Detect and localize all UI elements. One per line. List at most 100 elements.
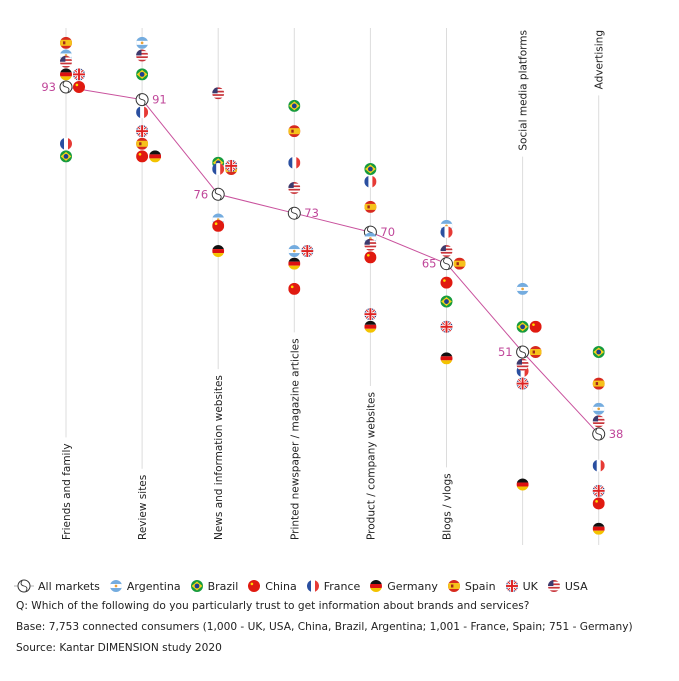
marker-uk — [440, 320, 453, 333]
marker-all — [59, 80, 73, 94]
marker-brazil — [288, 99, 301, 112]
question-note: Q: Which of the following do you particu… — [16, 600, 530, 612]
legend-label: France — [323, 579, 361, 593]
marker-spain — [529, 346, 542, 359]
marker-brazil — [60, 150, 72, 163]
marker-germany — [516, 478, 529, 491]
marker-france — [60, 137, 72, 150]
legend-label: UK — [522, 579, 538, 593]
marker-germany — [364, 320, 377, 333]
category-label: Friends and family — [61, 443, 73, 540]
marker-france — [136, 106, 149, 119]
marker-spain — [592, 377, 605, 390]
category-label: Review sites — [137, 475, 149, 540]
all-markets-value-label: 76 — [194, 187, 209, 201]
legend-item-france: France — [306, 579, 361, 593]
legend-item-uk: UK — [505, 579, 538, 593]
marker-all — [287, 206, 301, 220]
marker-usa — [136, 49, 149, 62]
marker-uk — [592, 484, 605, 497]
all-markets-value-label: 38 — [609, 427, 624, 441]
usa-flag-icon — [547, 580, 560, 592]
marker-germany — [288, 257, 301, 270]
marker-uk — [73, 68, 85, 81]
marker-usa — [212, 87, 225, 100]
brazil-flag-icon — [190, 580, 203, 592]
legend-item-germany: Germany — [369, 579, 438, 593]
marker-usa — [60, 55, 72, 68]
all-markets-value-label: 91 — [152, 93, 167, 107]
marker-germany — [60, 68, 72, 81]
source-note: Source: Kantar DIMENSION study 2020 — [16, 642, 222, 654]
all-markets-value-label: 73 — [304, 206, 319, 220]
marker-all — [592, 427, 606, 441]
category-axes: Friends and family Review sites News and i… — [61, 28, 606, 545]
france-flag-icon — [306, 580, 319, 592]
marker-uk — [364, 308, 377, 321]
marker-uk — [516, 377, 529, 390]
legend-item-spain: Spain — [447, 579, 496, 593]
marker-usa — [516, 358, 529, 371]
legend-item-usa: USA — [547, 579, 588, 593]
category-label: Printed newspaper / magazine articles — [289, 338, 301, 540]
marker-china — [364, 251, 377, 264]
legend-item-argentina: Argentina — [109, 579, 181, 593]
marker-uk — [225, 159, 238, 172]
marker-brazil — [516, 320, 529, 333]
marker-argentina — [288, 245, 301, 258]
marker-spain — [288, 125, 301, 138]
marker-germany — [212, 245, 225, 258]
marker-germany — [440, 352, 453, 365]
marker-france — [592, 459, 605, 472]
marker-usa — [288, 181, 301, 194]
spain-flag-icon — [447, 580, 460, 592]
marker-argentina — [592, 402, 605, 415]
marker-all — [516, 345, 530, 359]
all-markets-value-label: 70 — [380, 225, 395, 239]
category-label: Blogs / vlogs — [442, 473, 454, 540]
marker-spain — [60, 36, 72, 49]
legend-label: Spain — [464, 579, 496, 593]
marker-uk — [136, 125, 149, 138]
marker-usa — [440, 245, 453, 258]
marker-china — [592, 497, 605, 510]
all-markets-value-label: 65 — [422, 257, 437, 271]
marker-all — [211, 187, 225, 201]
legend-label: China — [265, 579, 297, 593]
legend-label: All markets — [38, 579, 100, 593]
legend: All markets Argentina Brazil China France Ger… — [14, 579, 597, 593]
marker-brazil — [440, 295, 453, 308]
marker-france — [440, 226, 453, 239]
china-flag-icon — [248, 580, 261, 592]
marker-france — [212, 163, 225, 176]
marker-spain — [136, 137, 149, 150]
marker-china — [288, 282, 301, 295]
marker-china — [73, 81, 85, 93]
category-label: News and information websites — [213, 375, 225, 540]
marker-china — [440, 276, 453, 289]
all-markets-value-label: 51 — [498, 345, 513, 359]
marker-usa — [364, 238, 377, 251]
legend-item-brazil: Brazil — [190, 579, 238, 593]
category-label: Product / company websites — [365, 392, 377, 540]
marker-china — [529, 320, 542, 333]
marker-china — [136, 150, 149, 163]
marker-france — [364, 175, 377, 188]
all-markets-line — [65, 86, 600, 435]
legend-item-china: China — [247, 579, 297, 593]
legend-label: Argentina — [126, 579, 181, 593]
all-markets-icon — [14, 579, 34, 593]
marker-brazil — [364, 163, 377, 176]
marker-germany — [149, 150, 162, 163]
marker-china — [212, 219, 225, 232]
category-label: Advertising — [594, 30, 606, 89]
marker-uk — [301, 245, 314, 258]
marker-spain — [453, 257, 466, 270]
marker-france — [288, 156, 301, 169]
marker-all — [440, 257, 453, 271]
legend-label: Germany — [387, 579, 438, 593]
legend-item-all: All markets — [14, 579, 100, 593]
all-markets-value-label: 93 — [41, 80, 56, 94]
category-label: Social media platforms — [518, 30, 530, 151]
argentina-flag-icon — [109, 580, 122, 592]
